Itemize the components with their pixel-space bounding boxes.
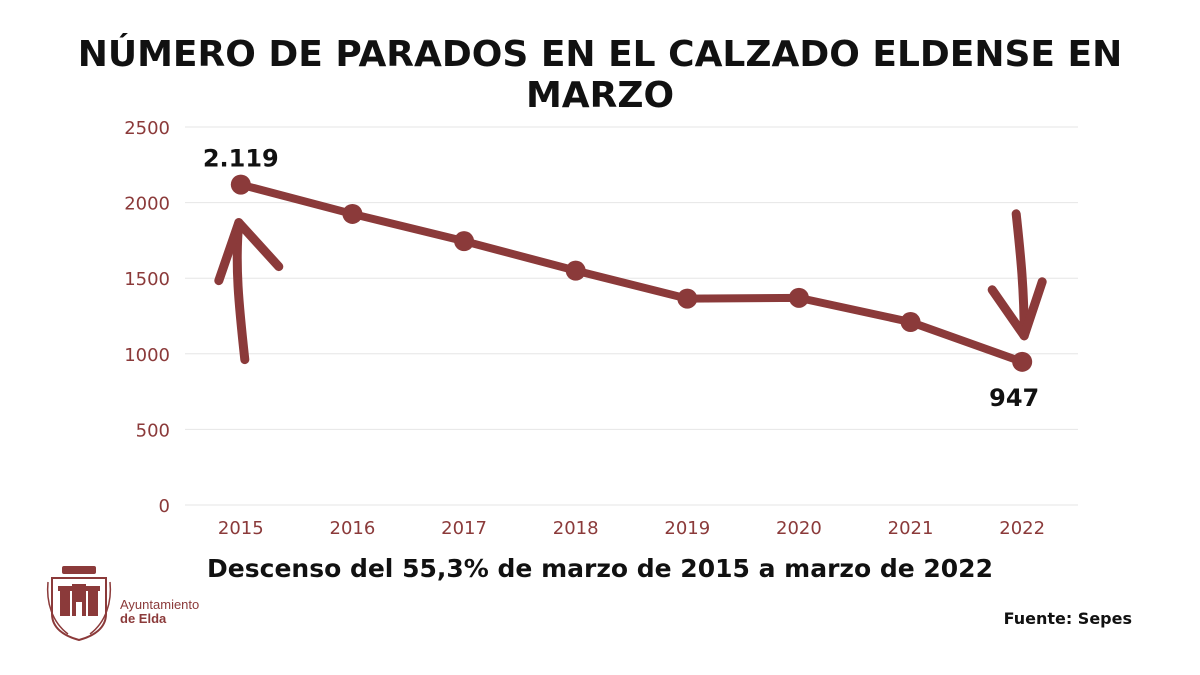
data-point	[788, 287, 809, 308]
annotation-label: 2.119	[203, 145, 279, 173]
chart-subtitle: Descenso del 55,3% de marzo de 2015 a ma…	[207, 554, 993, 583]
data-point	[454, 231, 475, 252]
y-tick-label: 2500	[124, 118, 170, 139]
grid-lines	[185, 126, 1078, 506]
annotations: 2.119 947	[203, 145, 1047, 412]
y-tick-label: 2000	[124, 194, 170, 215]
arrow-down-head	[987, 277, 1047, 341]
y-axis-ticks: 0 500 1000 1500 2000 2500	[124, 118, 170, 517]
source-note: Fuente: Sepes	[1003, 609, 1132, 628]
x-tick-label: 2021	[888, 518, 934, 539]
x-tick-label: 2016	[330, 518, 376, 539]
logo-text-line1: Ayuntamiento	[120, 597, 200, 612]
chart-title: NÚMERO DE PARADOS EN EL CALZADO ELDENSE …	[77, 34, 1123, 116]
arrow-down-shaft	[1011, 209, 1029, 341]
data-point	[900, 312, 921, 333]
x-tick-label: 2019	[664, 518, 710, 539]
y-tick-label: 1000	[124, 345, 170, 366]
series-points	[230, 174, 1033, 372]
annotation-label: 947	[989, 384, 1039, 412]
data-point	[1012, 351, 1033, 372]
data-point	[565, 260, 586, 281]
x-tick-label: 2022	[999, 518, 1045, 539]
x-axis-ticks: 2015 2016 2017 2018 2019 2020 2021 2022	[218, 518, 1045, 539]
x-tick-label: 2020	[776, 518, 822, 539]
data-point	[677, 288, 698, 309]
y-tick-label: 500	[136, 420, 170, 441]
series-line-path	[236, 180, 1027, 366]
arrow-up-shaft	[232, 218, 250, 365]
x-tick-label: 2015	[218, 518, 264, 539]
y-tick-label: 0	[159, 496, 170, 517]
logo-text-line2: de Elda	[120, 611, 167, 626]
data-point	[342, 203, 363, 224]
data-point	[230, 174, 251, 195]
x-tick-label: 2018	[553, 518, 599, 539]
series-line	[236, 180, 1027, 366]
city-council-logo	[46, 566, 112, 642]
arrow-up-head	[214, 218, 284, 286]
x-tick-label: 2017	[441, 518, 487, 539]
y-tick-label: 1500	[124, 269, 170, 290]
